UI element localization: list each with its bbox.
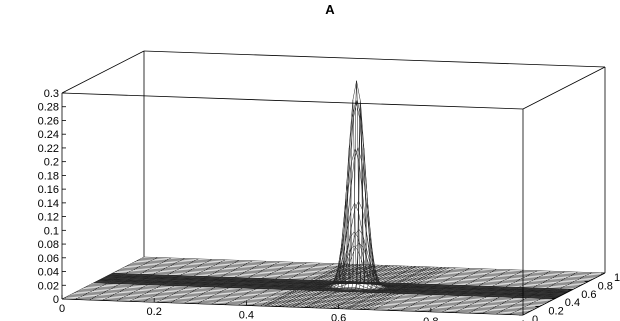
mesh-line-x	[143, 259, 226, 303]
box-edge	[61, 298, 524, 316]
z-tick-label: 0.06	[38, 253, 59, 265]
chart-title: A	[325, 2, 335, 17]
mesh-line-x	[455, 270, 538, 313]
mesh-line-x	[509, 272, 592, 315]
z-tick-label: 0.12	[38, 212, 59, 224]
mesh-line-x	[170, 260, 253, 303]
mesh-line-x	[360, 267, 443, 310]
mesh-line-x	[344, 266, 428, 310]
mesh-line-x	[251, 263, 335, 306]
y-tick-label: 1	[614, 272, 620, 284]
x-tick-label: 0.8	[423, 316, 438, 321]
mesh-line-x	[373, 267, 456, 311]
box-edge	[522, 272, 606, 316]
y-tick-label: 0.6	[581, 289, 596, 301]
mesh-line-x	[156, 260, 240, 303]
x-tick-label: 0	[59, 303, 65, 315]
z-tick-label: 0.24	[38, 129, 59, 141]
mesh-line-x	[263, 263, 347, 307]
bounding-box	[61, 50, 606, 316]
mesh-line-x	[348, 266, 431, 310]
box-edge	[61, 50, 145, 94]
z-tick-label: 0.14	[38, 198, 59, 210]
mesh-line-x	[387, 268, 470, 311]
mesh-line-x	[267, 263, 350, 307]
mesh-line-x	[330, 244, 413, 309]
z-tick-label: 0.08	[38, 239, 59, 251]
mesh-line-x	[271, 264, 354, 307]
mesh-line-x	[315, 80, 398, 309]
y-tick-label: 0	[532, 314, 538, 321]
axis-ticks: 00.020.040.060.080.10.120.140.160.180.20…	[38, 88, 620, 321]
mesh-line-x	[341, 266, 424, 309]
mesh-line-x	[414, 269, 497, 312]
mesh-line-x	[352, 266, 435, 310]
mesh-line-x	[265, 263, 348, 307]
mesh-line-x	[260, 263, 343, 307]
mesh-line-x	[427, 269, 511, 312]
z-tick-label: 0.18	[38, 170, 59, 182]
z-tick-label: 0.22	[38, 143, 59, 155]
y-tick-label: 0.8	[598, 280, 613, 292]
mesh-line-x	[102, 258, 185, 301]
z-tick-label: 0.16	[38, 184, 59, 196]
mesh-line-x	[356, 266, 439, 310]
z-tick-label: 0.28	[38, 102, 59, 114]
mesh-line-x	[332, 264, 416, 309]
mesh-line-x	[129, 259, 212, 302]
box-edge	[143, 50, 606, 68]
y-tick-label: 0.4	[565, 297, 580, 309]
mesh-line-x	[308, 147, 391, 308]
z-tick-label: 0.2	[44, 157, 59, 169]
mesh-line-x	[293, 264, 376, 308]
box-edge	[522, 66, 606, 110]
mesh-line-x	[300, 243, 383, 308]
mesh-line-x	[337, 266, 420, 309]
mesh-line-x	[296, 264, 380, 308]
z-tick-label: 0.02	[38, 280, 59, 292]
mesh-line-x	[495, 271, 578, 315]
mesh-line-x	[367, 267, 450, 310]
z-tick-label: 0	[53, 294, 59, 306]
mesh-line-x	[274, 264, 358, 307]
mesh-line-x	[304, 201, 387, 308]
mesh-line-x	[89, 257, 172, 301]
mesh-line-x	[346, 266, 430, 310]
x-tick-label: 0.6	[331, 313, 346, 321]
x-tick-label: 0.2	[147, 306, 162, 318]
mesh-line-x	[311, 100, 394, 308]
mesh-line-x	[289, 264, 372, 308]
mesh-line-x	[211, 261, 294, 305]
mesh-line-x	[237, 262, 321, 306]
mesh-line-x	[322, 148, 406, 309]
mesh-line-x	[116, 258, 199, 302]
mesh-line-x	[75, 257, 158, 300]
z-tick-label: 0.04	[38, 267, 59, 279]
y-tick-label: 0.2	[548, 306, 563, 318]
surface-mesh	[61, 80, 606, 316]
z-tick-label: 0.26	[38, 115, 59, 127]
mesh-line-x	[184, 261, 267, 304]
mesh-line-x	[224, 262, 307, 305]
x-tick-label: 0.4	[239, 309, 254, 321]
x-tick-label: 1	[520, 319, 526, 321]
mesh-line-x	[305, 182, 388, 308]
mesh-line-x	[400, 268, 483, 311]
mesh-line-x	[61, 256, 145, 300]
mesh-line-x	[363, 267, 446, 310]
mesh-line-x	[468, 270, 551, 314]
mesh-line-x	[441, 269, 524, 313]
z-tick-label: 0.1	[44, 225, 59, 237]
mesh-line-x	[326, 202, 409, 309]
mesh-line-x	[197, 261, 280, 304]
mesh-line-x	[319, 105, 402, 309]
z-tick-label: 0.3	[44, 88, 59, 100]
mesh-line-x	[333, 266, 417, 309]
box-edge	[61, 92, 524, 110]
